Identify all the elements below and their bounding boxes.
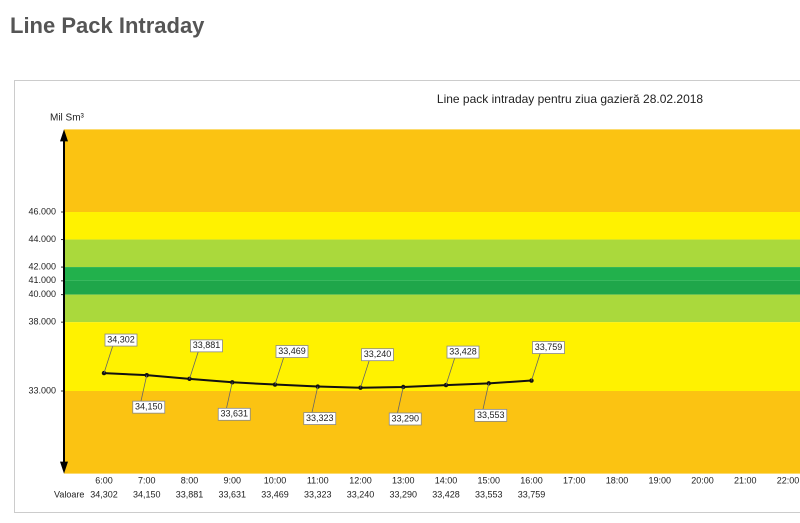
zone-band — [64, 267, 800, 281]
data-label: 33,240 — [364, 349, 392, 359]
y-tick-label: 44.000 — [28, 234, 56, 244]
x-tick-label: 11:00 — [307, 475, 329, 485]
data-label: 34,150 — [135, 402, 163, 412]
data-label: 33,469 — [278, 346, 306, 356]
x-tick-label: 20:00 — [691, 475, 714, 485]
row-value: 33,759 — [518, 489, 546, 499]
x-tick-label: 13:00 — [392, 475, 415, 485]
row-value: 33,240 — [347, 489, 375, 499]
row-value: 33,469 — [261, 489, 289, 499]
y-tick-label: 33.000 — [28, 385, 56, 395]
x-tick-label: 8:00 — [181, 475, 199, 485]
page-title: Line Pack Intraday — [10, 13, 205, 38]
zone-band — [64, 212, 800, 240]
y-axis-label: Mil Sm³ — [50, 113, 85, 124]
zone-band — [64, 240, 800, 268]
zone-band — [64, 322, 800, 391]
row-value: 33,428 — [432, 489, 460, 499]
data-label: 33,881 — [193, 340, 221, 350]
x-tick-label: 15:00 — [477, 475, 500, 485]
row-value: 33,323 — [304, 489, 332, 499]
x-tick-label: 17:00 — [563, 475, 586, 485]
x-tick-label: 18:00 — [606, 475, 629, 485]
data-label: 33,631 — [220, 409, 248, 419]
row-value: 34,302 — [90, 489, 118, 499]
zone-band — [64, 391, 800, 474]
data-label: 34,302 — [107, 334, 135, 344]
data-label: 33,428 — [449, 346, 477, 356]
y-tick-label: 40.000 — [28, 289, 56, 299]
row-value: 33,631 — [218, 489, 246, 499]
x-tick-label: 7:00 — [138, 475, 156, 485]
data-label: 33,759 — [535, 342, 563, 352]
x-tick-label: 21:00 — [734, 475, 757, 485]
y-tick-label: 46.000 — [28, 206, 56, 216]
x-tick-label: 16:00 — [520, 475, 543, 485]
row-value: 33,553 — [475, 489, 503, 499]
plot — [64, 129, 800, 473]
y-tick-label: 41.000 — [28, 275, 56, 285]
zone-band — [64, 281, 800, 295]
x-tick-label: 6:00 — [95, 475, 113, 485]
row-value: 34,150 — [133, 489, 161, 499]
x-tick-label: 9:00 — [223, 475, 241, 485]
data-label: 33,553 — [477, 410, 505, 420]
zone-band — [64, 129, 800, 212]
y-tick-label: 38.000 — [28, 317, 56, 327]
chart-title: Line pack intraday pentru ziua gazieră 2… — [437, 92, 704, 106]
row-value: 33,881 — [176, 489, 204, 499]
y-tick-label: 42.000 — [28, 261, 56, 271]
data-label: 33,290 — [391, 413, 419, 423]
x-tick-label: 22:00 — [777, 475, 800, 485]
x-tick-label: 14:00 — [435, 475, 458, 485]
row-value: 33,290 — [389, 489, 417, 499]
data-label: 33,323 — [306, 413, 334, 423]
zone-band — [64, 295, 800, 323]
x-tick-label: 12:00 — [349, 475, 372, 485]
x-tick-label: 19:00 — [648, 475, 671, 485]
x-tick-label: 10:00 — [264, 475, 287, 485]
row-label: Valoare — [54, 489, 84, 499]
